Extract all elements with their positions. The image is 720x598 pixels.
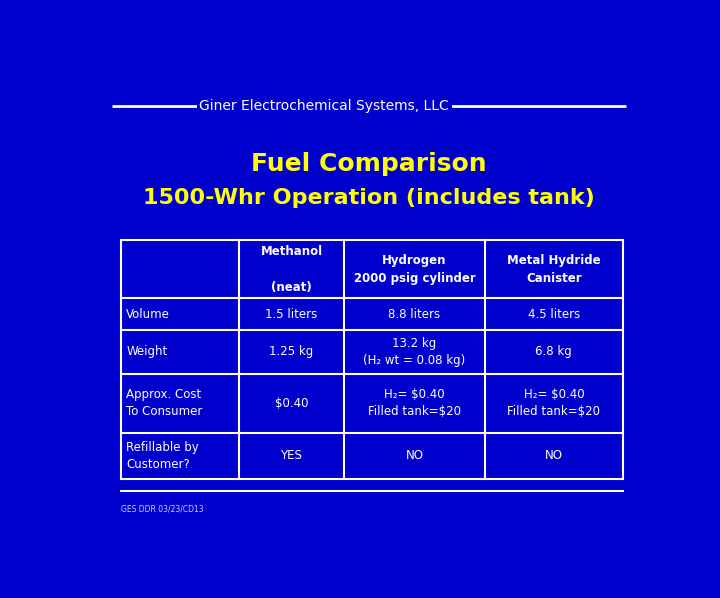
Text: 1.25 kg: 1.25 kg [269,345,314,358]
Text: $0.40: $0.40 [275,396,308,410]
Text: Fuel Comparison: Fuel Comparison [251,152,487,176]
Text: 6.8 kg: 6.8 kg [536,345,572,358]
Text: Weight: Weight [126,345,168,358]
Text: 4.5 liters: 4.5 liters [528,307,580,321]
Text: 1500-Whr Operation (includes tank): 1500-Whr Operation (includes tank) [143,188,595,208]
Text: NO: NO [405,450,423,462]
Text: Hydrogen
2000 psig cylinder: Hydrogen 2000 psig cylinder [354,254,475,285]
Text: Refillable by
Customer?: Refillable by Customer? [126,441,199,471]
Text: 13.2 kg
(H₂ wt = 0.08 kg): 13.2 kg (H₂ wt = 0.08 kg) [364,337,466,367]
Text: H₂= $0.40
Filled tank=$20: H₂= $0.40 Filled tank=$20 [368,388,461,418]
Text: Approx. Cost
To Consumer: Approx. Cost To Consumer [126,388,202,418]
Text: Giner Electrochemical Systems, LLC: Giner Electrochemical Systems, LLC [199,99,449,113]
Text: H₂= $0.40
Filled tank=$20: H₂= $0.40 Filled tank=$20 [508,388,600,418]
Text: NO: NO [545,450,563,462]
Text: Volume: Volume [126,307,170,321]
Text: Metal Hydride
Canister: Metal Hydride Canister [507,254,600,285]
Text: YES: YES [281,450,302,462]
Text: Methanol

(neat): Methanol (neat) [261,245,323,294]
Text: GES DDR 03/23/CD13: GES DDR 03/23/CD13 [121,505,203,514]
Text: 8.8 liters: 8.8 liters [388,307,441,321]
Text: 1.5 liters: 1.5 liters [265,307,318,321]
